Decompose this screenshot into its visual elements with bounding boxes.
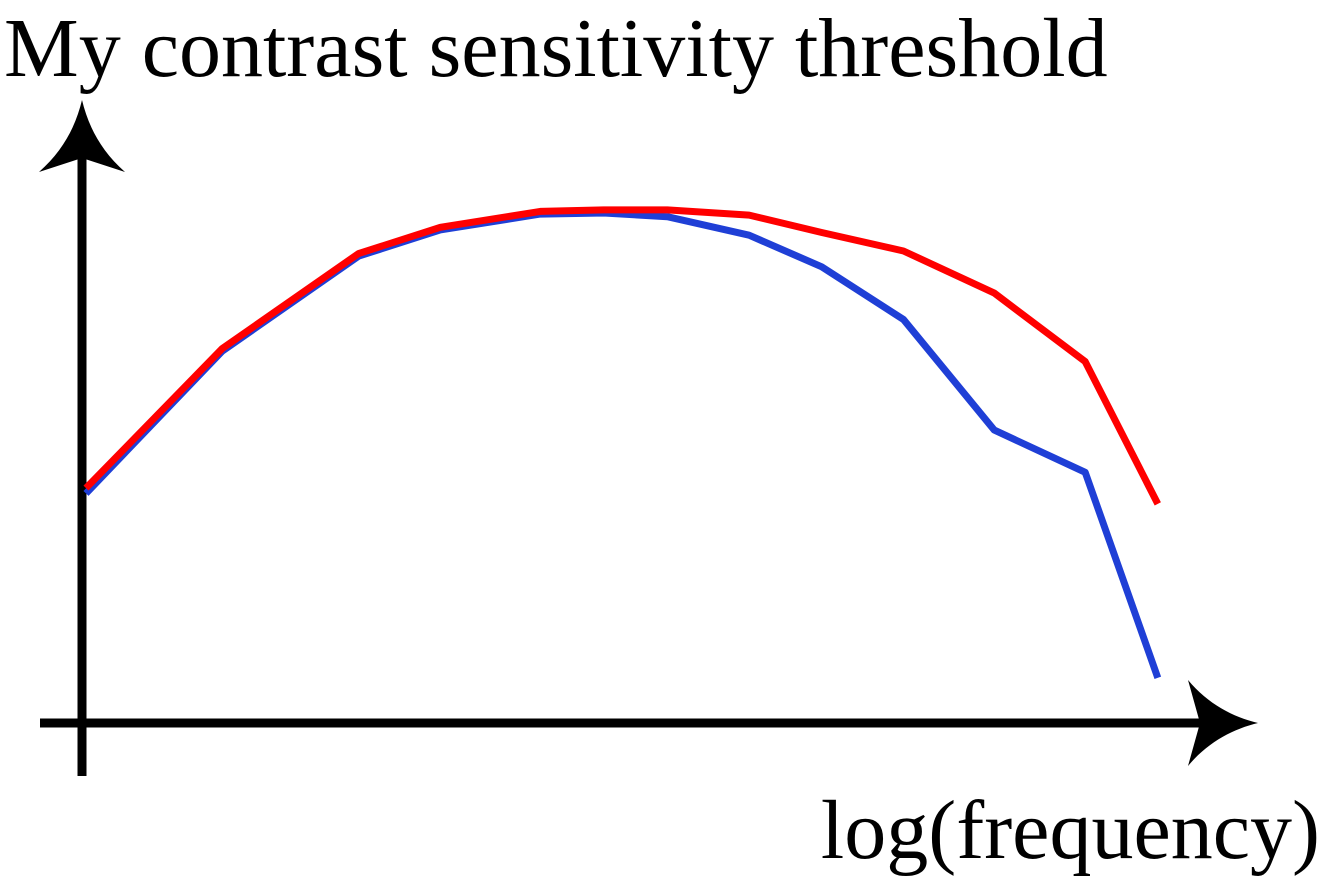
y-axis-arrowhead [39, 100, 125, 172]
series-layer [83, 206, 1162, 679]
x-axis-arrowhead [1188, 680, 1258, 766]
chart-title: My contrast sensitivity threshold [4, 2, 1108, 95]
series-line-1 [83, 209, 1162, 679]
x-axis-label: log(frequency) [821, 784, 1320, 877]
series-line-2 [83, 206, 1161, 506]
